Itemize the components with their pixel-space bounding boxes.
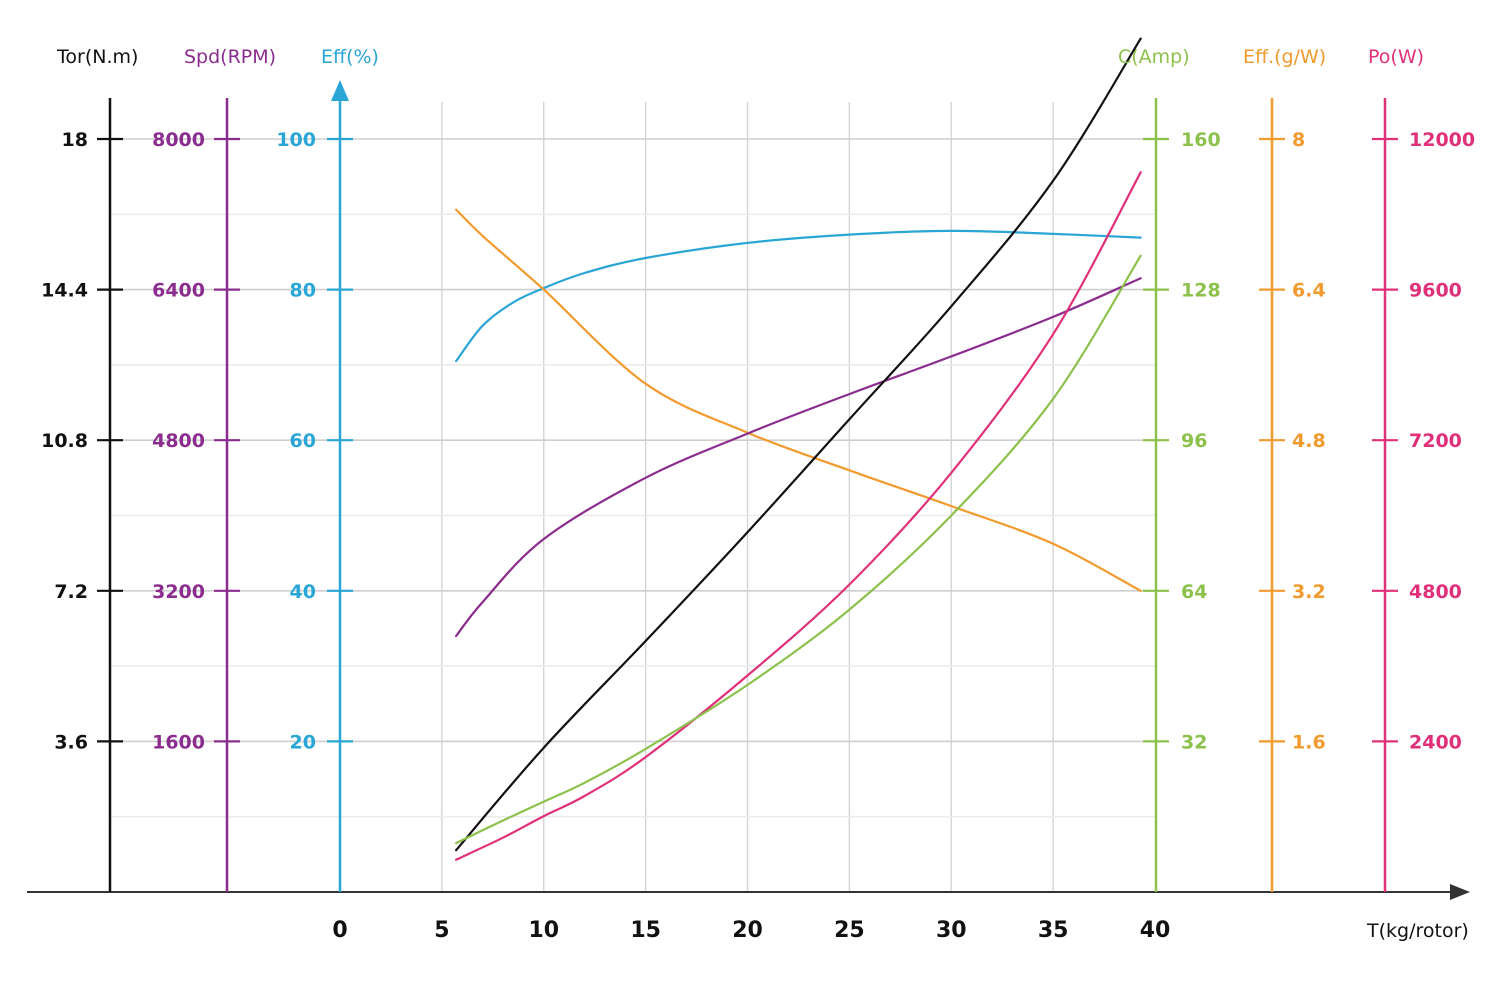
eff-axis-arrow-icon bbox=[331, 80, 349, 101]
tick-label-eff: 60 bbox=[290, 430, 316, 452]
axis-title-eff: Eff(%) bbox=[321, 46, 379, 68]
axis-title-spd: Spd(RPM) bbox=[184, 46, 276, 68]
tick-label-tor: 7.2 bbox=[54, 581, 88, 603]
axis-title-po: Po(W) bbox=[1368, 46, 1424, 68]
tick-label-po: 4800 bbox=[1409, 581, 1462, 603]
x-axis-title: T(kg/rotor) bbox=[1366, 920, 1469, 942]
tick-label-spd: 6400 bbox=[152, 280, 205, 302]
tick-label-spd: 1600 bbox=[152, 731, 205, 753]
axis-title-tor: Tor(N.m) bbox=[56, 46, 138, 68]
series-line-amp bbox=[455, 254, 1142, 845]
tick-label-eff: 20 bbox=[290, 731, 316, 753]
x-tick-label: 30 bbox=[936, 918, 967, 943]
x-tick-label: 40 bbox=[1140, 918, 1171, 943]
tick-label-spd: 8000 bbox=[152, 129, 205, 151]
tick-label-tor: 10.8 bbox=[41, 430, 88, 452]
tick-label-po: 2400 bbox=[1409, 731, 1462, 753]
series-lines bbox=[455, 37, 1142, 861]
series-line-po bbox=[455, 171, 1142, 861]
tick-label-po: 12000 bbox=[1409, 129, 1475, 151]
x-tick-label: 10 bbox=[528, 918, 559, 943]
tick-label-po: 9600 bbox=[1409, 280, 1462, 302]
series-line-tor bbox=[455, 37, 1142, 852]
tick-label-gw: 6.4 bbox=[1292, 280, 1326, 302]
series-line-gw bbox=[455, 208, 1142, 592]
x-tick-label: 25 bbox=[834, 918, 865, 943]
tick-label-amp: 160 bbox=[1181, 129, 1221, 151]
tick-label-tor: 14.4 bbox=[41, 280, 88, 302]
axis-title-gw: Eff.(g/W) bbox=[1243, 46, 1326, 68]
tick-label-eff: 40 bbox=[290, 581, 316, 603]
x-tick-label: 20 bbox=[732, 918, 763, 943]
tick-label-tor: 3.6 bbox=[54, 731, 88, 753]
grid bbox=[110, 102, 1155, 892]
tick-label-amp: 96 bbox=[1181, 430, 1207, 452]
x-axis-arrow-icon bbox=[1450, 884, 1470, 900]
labels: Tor(N.m) 18 14.4 10.8 7.2 3.6 Spd(RPM) 8000 6400… bbox=[41, 46, 1475, 943]
tick-label-spd: 3200 bbox=[152, 581, 205, 603]
tick-label-tor: 18 bbox=[62, 129, 88, 151]
tick-label-eff: 100 bbox=[276, 129, 316, 151]
tick-label-eff: 80 bbox=[290, 280, 316, 302]
x-tick-label: 35 bbox=[1038, 918, 1069, 943]
x-tick-label: 15 bbox=[630, 918, 661, 943]
tick-label-gw: 1.6 bbox=[1292, 731, 1326, 753]
axes bbox=[27, 80, 1470, 900]
series-line-eff bbox=[455, 229, 1142, 363]
x-tick-label: 0 bbox=[332, 918, 347, 943]
tick-label-amp: 64 bbox=[1181, 581, 1207, 603]
tick-label-gw: 3.2 bbox=[1292, 581, 1326, 603]
series-line-spd bbox=[455, 277, 1142, 638]
tick-label-gw: 4.8 bbox=[1292, 430, 1326, 452]
axis-title-amp: C(Amp) bbox=[1118, 46, 1190, 68]
tick-label-gw: 8 bbox=[1292, 129, 1305, 151]
tick-label-spd: 4800 bbox=[152, 430, 205, 452]
tick-label-po: 7200 bbox=[1409, 430, 1462, 452]
x-tick-label: 5 bbox=[434, 918, 449, 943]
tick-label-amp: 32 bbox=[1181, 731, 1207, 753]
tick-label-amp: 128 bbox=[1181, 280, 1221, 302]
